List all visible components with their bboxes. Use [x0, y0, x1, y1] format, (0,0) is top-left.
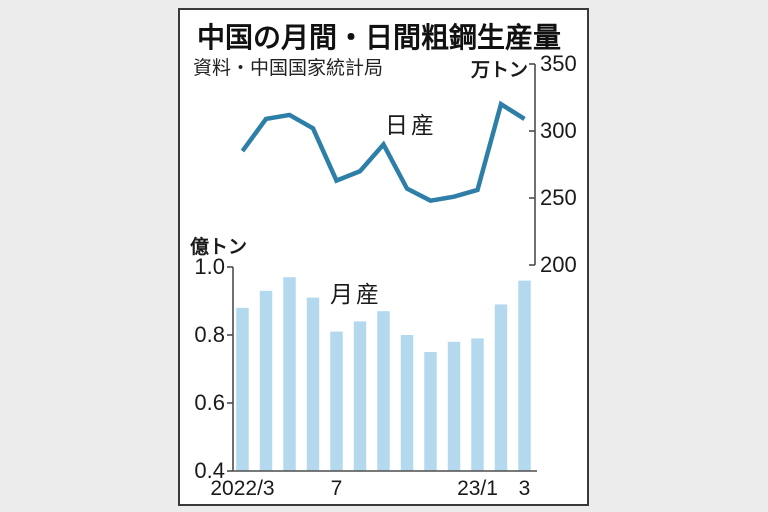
source-note: 資料・中国国家統計局 [193, 58, 384, 79]
monthly-production-bar [306, 297, 320, 471]
daily-production-line [240, 100, 526, 204]
left-axis-unit-label: 億トン [190, 237, 248, 258]
chart-canvas [227, 63, 537, 472]
monthly-production-bar [283, 277, 296, 471]
monthly-production-bar [518, 280, 531, 471]
monthly-production-bar [236, 307, 249, 471]
right-axis-unit-label: 万トン [471, 60, 529, 81]
chart-title: 中国の月間・日間粗鋼生産量 [197, 22, 562, 53]
monthly-production-bar [471, 338, 484, 471]
monthly-production-bar [377, 311, 390, 471]
monthly-production-bar [259, 290, 273, 471]
monthly-production-series-label: 月産 [330, 281, 382, 307]
monthly-production-bar [447, 341, 461, 471]
monthly-production-bar [494, 304, 508, 471]
monthly-production-bar [400, 335, 414, 471]
daily-production-series-label: 日産 [385, 112, 437, 138]
chart-panel: 中国の月間・日間粗鋼生産量 資料・中国国家統計局 万トン 億トン 日産 月産 1… [178, 8, 589, 506]
monthly-production-bar [353, 321, 367, 471]
monthly-production-bar [330, 331, 343, 471]
monthly-production-bar [424, 352, 437, 471]
